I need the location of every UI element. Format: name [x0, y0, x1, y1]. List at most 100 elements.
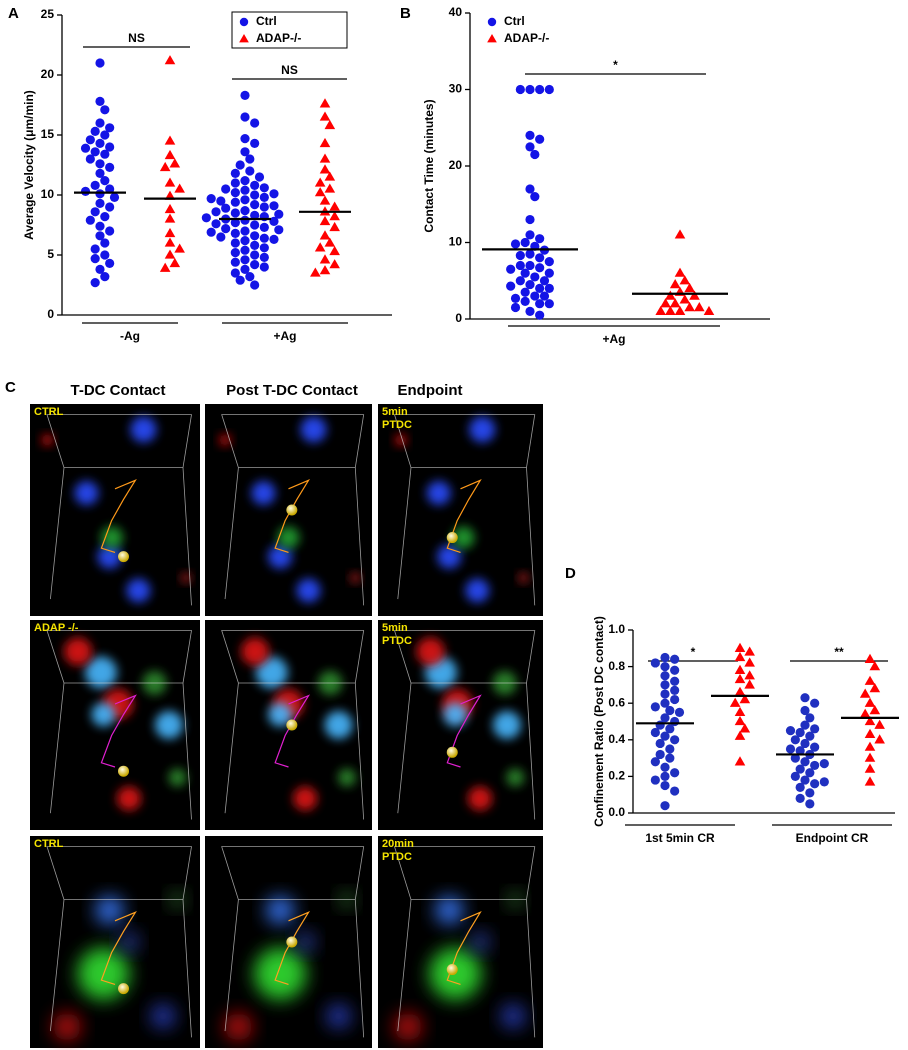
- data-point: [800, 720, 810, 730]
- data-point: [269, 216, 279, 226]
- data-point: [274, 209, 284, 219]
- data-point: [805, 768, 815, 778]
- data-point: [805, 788, 815, 798]
- data-point: [240, 264, 250, 274]
- data-point: [230, 248, 240, 258]
- tracked-cell: [118, 765, 129, 777]
- data-point: [95, 138, 105, 148]
- data-point: [530, 192, 540, 202]
- data-point: [660, 801, 670, 811]
- data-point: [250, 190, 260, 200]
- data-point: [230, 228, 240, 238]
- data-point: [795, 782, 805, 792]
- tile-label: 5min: [382, 406, 408, 418]
- data-point: [105, 258, 115, 268]
- data-point: [665, 290, 676, 300]
- data-point: [670, 665, 680, 675]
- data-point: [240, 147, 250, 157]
- image-tile: CTRL: [30, 836, 200, 1048]
- data-point: [159, 262, 171, 272]
- data-point: [164, 135, 176, 145]
- legend-box: [231, 11, 348, 49]
- data-point: [535, 299, 545, 309]
- cell: [468, 786, 492, 811]
- data-point: [655, 738, 665, 749]
- data-point: [729, 697, 741, 707]
- cell: [350, 572, 361, 583]
- data-point: [250, 180, 260, 190]
- data-point: [164, 149, 176, 160]
- data-point: [324, 237, 336, 247]
- data-point: [259, 222, 269, 232]
- data-point: [259, 233, 269, 243]
- cell: [168, 768, 187, 787]
- data-point: [674, 229, 686, 239]
- data-point: [525, 214, 535, 225]
- column-header: T-DC Contact: [71, 382, 166, 399]
- data-point: [230, 197, 240, 207]
- cell: [394, 434, 407, 447]
- data-point: [744, 670, 755, 680]
- cell: [119, 932, 139, 952]
- legend-label: ADAP-/-: [504, 31, 549, 45]
- data-point: [525, 260, 535, 271]
- data-point: [670, 768, 680, 778]
- data-point: [684, 302, 695, 312]
- data-point: [100, 250, 110, 260]
- cell: [324, 711, 353, 739]
- y-tick-label: 40: [449, 5, 463, 19]
- data-point: [221, 203, 231, 213]
- data-point: [506, 264, 516, 274]
- data-point: [95, 118, 105, 128]
- data-point: [259, 183, 269, 193]
- data-point: [535, 283, 545, 293]
- group-label: -Ag: [120, 329, 140, 343]
- data-point: [164, 237, 176, 247]
- data-point: [90, 254, 100, 264]
- data-point: [670, 676, 680, 686]
- data-point: [790, 771, 800, 782]
- data-point: [216, 232, 226, 242]
- data-point: [544, 299, 554, 309]
- significance-label: NS: [281, 63, 298, 77]
- data-point: [250, 210, 260, 220]
- data-point: [525, 184, 535, 194]
- data-point: [674, 305, 686, 316]
- data-point: [800, 775, 810, 785]
- data-point: [869, 683, 881, 693]
- data-point: [206, 194, 216, 204]
- data-point: [240, 185, 250, 195]
- bounding-box: [221, 846, 365, 1038]
- data-point: [90, 126, 100, 136]
- track: [446, 479, 482, 553]
- data-point: [240, 255, 250, 265]
- data-point: [520, 237, 530, 248]
- data-point: [874, 734, 885, 744]
- cell: [95, 896, 124, 925]
- data-point: [660, 771, 670, 782]
- data-point: [314, 242, 326, 252]
- data-point: [520, 268, 530, 278]
- data-point: [734, 730, 746, 740]
- data-point: [810, 742, 820, 752]
- cell: [130, 416, 157, 443]
- image-tile: CTRL: [30, 404, 200, 616]
- track: [100, 694, 137, 768]
- panel-label: A: [8, 5, 19, 22]
- data-point: [80, 143, 91, 153]
- data-point: [319, 164, 331, 174]
- data-point: [319, 254, 331, 264]
- data-point: [259, 262, 269, 272]
- data-point: [864, 728, 876, 738]
- data-point: [864, 697, 876, 707]
- data-point: [805, 713, 815, 723]
- data-point: [240, 176, 250, 186]
- data-point: [535, 263, 545, 273]
- data-point: [679, 275, 691, 285]
- data-point: [790, 753, 800, 763]
- data-point: [95, 96, 105, 106]
- legend-label: Ctrl: [256, 14, 277, 28]
- cell: [251, 481, 276, 506]
- data-point: [95, 168, 105, 178]
- data-point: [660, 698, 670, 708]
